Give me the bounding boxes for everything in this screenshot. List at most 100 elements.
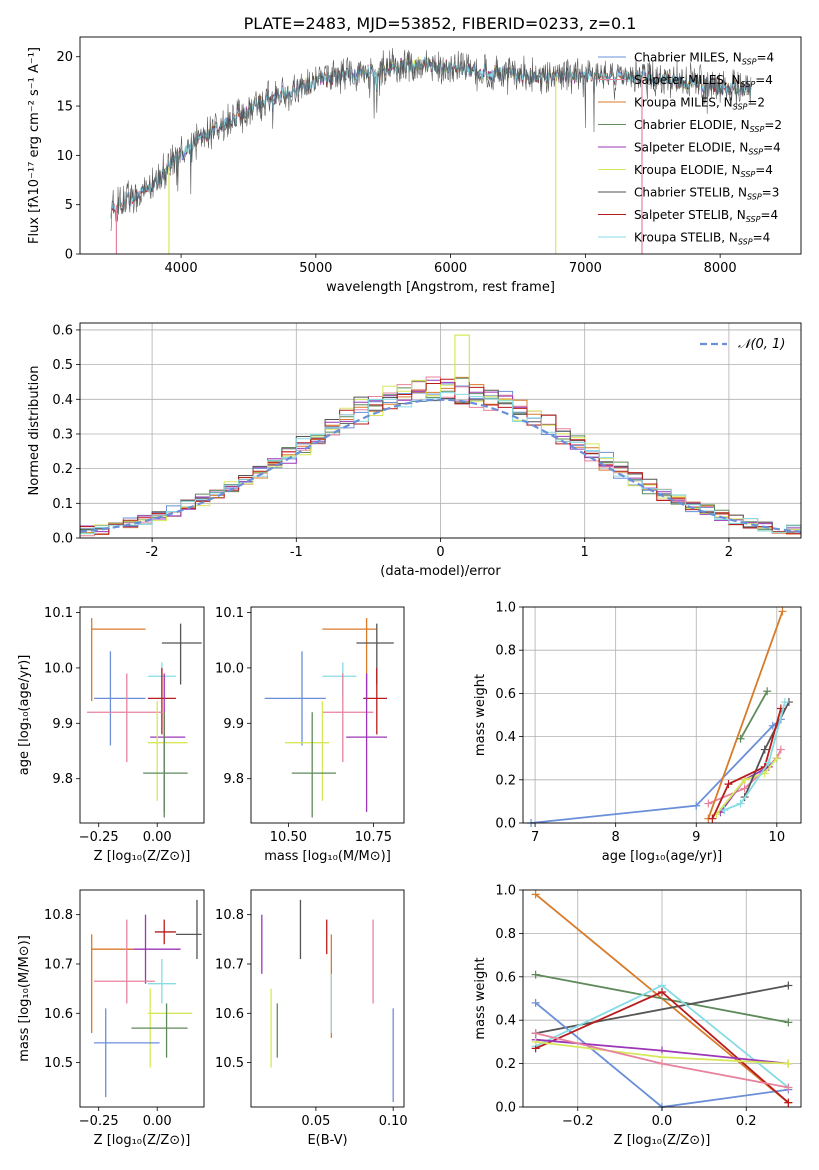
weight-marker — [658, 987, 666, 996]
y-tick-label: 10.0 — [215, 661, 244, 676]
y-tick-label: 10.6 — [44, 1007, 73, 1022]
y-tick-label: 0.3 — [52, 427, 73, 442]
x-tick-label: 10.50 — [270, 830, 307, 845]
weight-marker — [784, 981, 793, 990]
weight-marker — [531, 970, 540, 979]
plot-area — [264, 618, 394, 818]
weight-marker — [704, 799, 713, 808]
y-tick-label: 9.8 — [223, 772, 244, 787]
weight-line — [535, 973, 789, 1024]
weight-marker — [724, 780, 733, 789]
weight-marker — [708, 814, 717, 823]
figure-title: PLATE=2483, MJD=53852, FIBERID=0233, z=0… — [244, 14, 637, 33]
y-axis-label: mass weight — [473, 674, 488, 756]
spectrum-legend: Chabrier MILES, NSSP=4 Salpeter MILES, NS… — [598, 51, 782, 247]
x-tick-label: 7 — [531, 830, 539, 845]
mass-weight-vs-age-panel: 7 8 9 10 0.0 0.2 0.4 0.6 0.8 1.0 age [log₁₀(age/yr… — [473, 601, 802, 864]
x-tick-label: 0.05 — [301, 1114, 330, 1129]
spectrum-panel: 4000 5000 6000 7000 8000 0 5 10 15 20 wavelength [… — [27, 36, 802, 295]
y-tick-label: 20 — [56, 50, 73, 65]
weight-marker — [531, 890, 540, 899]
x-axis-label: wavelength [Angstrom, rest frame] — [326, 280, 555, 295]
weight-marker — [720, 806, 729, 815]
legend-label: Salpeter STELIB, NSSP=4 — [634, 208, 778, 224]
plot-area — [80, 334, 801, 537]
x-axis-label: mass [log₁₀(M/M⊙)] — [264, 849, 391, 864]
x-tick-label: -2 — [146, 545, 159, 560]
plot-area — [527, 607, 793, 827]
y-tick-label: 0.6 — [495, 687, 516, 702]
x-tick-label: 7000 — [569, 261, 602, 276]
x-tick-label: 0.00 — [143, 1114, 172, 1129]
weight-marker — [772, 754, 781, 763]
histogram-step — [454, 334, 470, 382]
y-axis-label: age [log₁₀(age/yr)] — [17, 655, 32, 776]
y-tick-label: 10.5 — [44, 1056, 73, 1071]
y-tick-label: 0.2 — [52, 462, 73, 477]
y-tick-label: 0.5 — [52, 358, 73, 373]
axes-frame — [79, 606, 205, 824]
weight-marker — [764, 758, 773, 767]
mass-vs-Z-panel: −0.25 0.00 10.5 10.6 10.7 10.8 Z [log₁₀(Z/Z⊙)]… — [17, 889, 205, 1148]
y-tick-label: 15 — [56, 100, 73, 115]
weight-marker — [736, 799, 745, 808]
x-tick-label: 0 — [436, 545, 444, 560]
legend-label: Chabrier STELIB, NSSP=3 — [634, 186, 779, 202]
x-tick-label: −0.2 — [562, 1114, 594, 1129]
y-tick-label: 10.6 — [215, 1007, 244, 1022]
mass-vs-EBV-panel: 0.05 0.10 10.5 10.6 10.7 10.8 E(B-V) — [215, 889, 408, 1148]
legend-label: Kroupa ELODIE, NSSP=4 — [634, 163, 773, 179]
y-tick-label: 5 — [65, 198, 73, 213]
x-tick-label: −0.25 — [79, 1114, 119, 1129]
legend-label: Chabrier MILES, NSSP=4 — [634, 51, 774, 67]
x-axis-label: Z [log₁₀(Z/Z⊙)] — [614, 1133, 711, 1148]
x-tick-label: 8000 — [704, 261, 737, 276]
y-tick-label: 10 — [56, 149, 73, 164]
y-tick-label: 0.4 — [495, 1014, 516, 1029]
x-tick-label: 8 — [612, 830, 620, 845]
x-tick-label: −0.25 — [79, 830, 119, 845]
axes-frame — [522, 606, 802, 824]
axes-frame — [79, 36, 802, 255]
weight-line — [739, 690, 768, 740]
y-tick-label: 0.4 — [52, 393, 73, 408]
axes-frame — [79, 889, 205, 1108]
y-tick-label: 10.1 — [215, 606, 244, 621]
y-tick-label: 10.5 — [215, 1056, 244, 1071]
x-tick-label: 5000 — [299, 261, 332, 276]
x-tick-label: 9 — [692, 830, 700, 845]
plot-area — [91, 899, 202, 1098]
weight-marker — [763, 687, 772, 696]
y-tick-label: 10.0 — [44, 661, 73, 676]
weight-marker — [658, 1059, 666, 1068]
y-tick-label: 0.6 — [52, 323, 73, 338]
weight-line — [715, 757, 778, 815]
y-tick-label: 0.0 — [495, 1101, 516, 1116]
mass-weight-vs-Z-panel: −0.2 0.0 0.2 0.0 0.2 0.4 0.6 0.8 1.0 Z [log₁₀(Z/Z… — [473, 884, 802, 1148]
weight-marker — [531, 1037, 540, 1046]
weight-marker — [531, 998, 540, 1007]
weight-marker — [531, 1029, 540, 1038]
weight-marker — [780, 698, 789, 707]
y-tick-label: 10.8 — [44, 908, 73, 923]
x-tick-label: 1 — [581, 545, 589, 560]
x-tick-label: 4000 — [165, 261, 198, 276]
y-tick-label: 9.9 — [52, 717, 73, 732]
weight-marker — [778, 607, 787, 616]
plot-area — [87, 618, 202, 818]
legend-label: 𝒩(0, 1) — [738, 337, 785, 352]
y-tick-label: 10.7 — [215, 957, 244, 972]
histogram-step — [80, 378, 801, 537]
y-axis-label: mass [log₁₀(M/M⊙)] — [17, 935, 32, 1062]
y-tick-label: 0.0 — [495, 817, 516, 832]
y-axis-label: Flux [fλ10⁻¹⁷ erg cm⁻² s⁻¹ A⁻¹] — [27, 47, 42, 244]
legend-label: Kroupa MILES, NSSP=2 — [634, 96, 765, 112]
x-tick-label: 0.10 — [379, 1114, 408, 1129]
legend-label: Kroupa STELIB, NSSP=4 — [634, 231, 770, 247]
weight-marker — [784, 1083, 793, 1092]
y-axis-label: mass weight — [473, 957, 488, 1039]
y-tick-label: 0 — [65, 248, 73, 263]
age-vs-Z-panel: −0.25 0.00 9.8 9.9 10.0 10.1 Z [log₁₀(Z/Z⊙)] ag… — [17, 606, 205, 864]
y-tick-label: 0.2 — [495, 1057, 516, 1072]
y-tick-label: 9.8 — [52, 772, 73, 787]
